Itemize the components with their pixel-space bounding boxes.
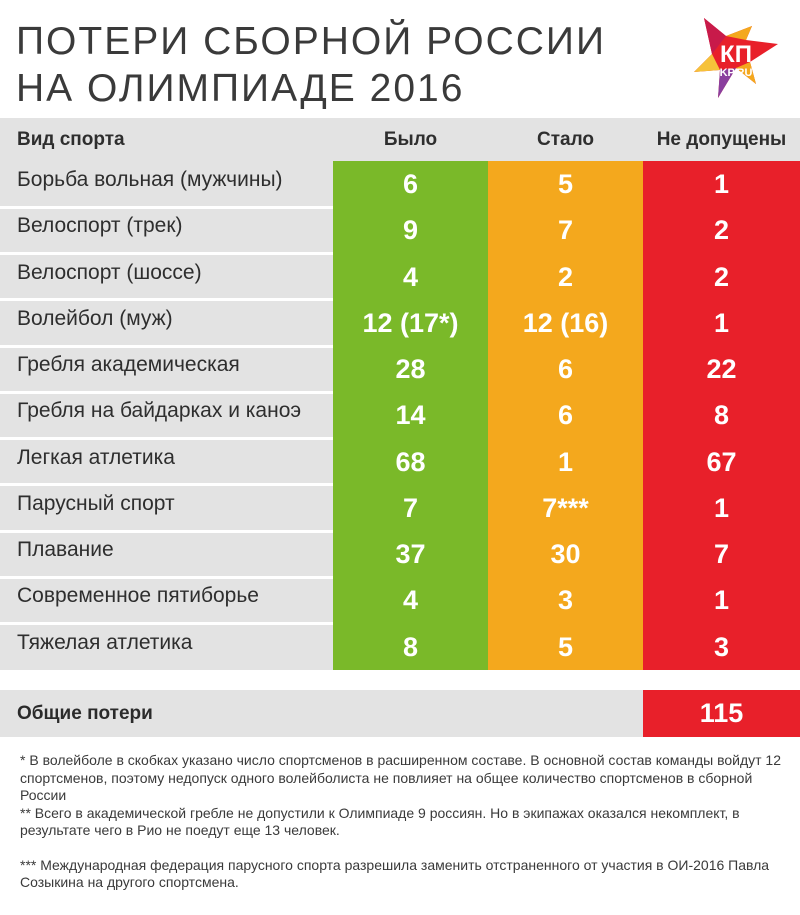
title-line-1: ПОТЕРИ СБОРНОЙ РОССИИ [16, 20, 606, 63]
value-banned: 2 [643, 253, 800, 300]
row-separator [0, 252, 333, 256]
header-banned: Не допущены [656, 129, 787, 150]
value-now: 7*** [488, 484, 643, 532]
row-separator [0, 575, 333, 579]
row-separator [0, 205, 333, 209]
row-separator [0, 529, 333, 533]
header-sport: Вид спорта [17, 129, 125, 150]
sport-name: Волейбол (муж) [0, 299, 333, 347]
value-was: 68 [333, 438, 488, 485]
value-banned: 1 [643, 484, 800, 532]
row-separator [0, 298, 333, 302]
value-was: 28 [333, 346, 488, 393]
sport-name: Гребля академическая [0, 346, 333, 393]
title-line-2: НА ОЛИМПИАДЕ 2016 [16, 67, 465, 110]
row-separator [0, 390, 333, 394]
value-now: 1 [488, 438, 643, 485]
value-banned: 3 [643, 623, 800, 670]
sport-name: Плавание [0, 531, 333, 578]
table-row: Волейбол (муж) 12 (17*) 12 (16) 1 [0, 298, 800, 347]
sport-name: Тяжелая атлетика [0, 623, 333, 670]
total-label: Общие потери [0, 690, 643, 737]
table-row: Борьба вольная (мужчины) 6 5 1 [0, 161, 800, 208]
table-row: Велоспорт (шоссе) 4 2 2 [0, 252, 800, 300]
value-banned: 22 [643, 346, 800, 393]
logo-text-kpru: KP.RU [720, 67, 753, 79]
header-now: Стало [536, 129, 595, 150]
value-was: 7 [333, 484, 488, 532]
table-row: Тяжелая атлетика 8 5 3 [0, 622, 800, 670]
table-row: Гребля академическая 28 6 22 [0, 344, 800, 393]
table-header: Вид спорта Было Стало Не допущены [0, 118, 800, 161]
value-banned: 1 [643, 299, 800, 347]
header-was: Было [383, 129, 438, 150]
value-banned: 1 [643, 577, 800, 624]
table-row: Велоспорт (трек) 9 7 2 [0, 205, 800, 254]
table-row: Современное пятиборье 4 3 1 [0, 575, 800, 624]
sport-name: Гребля на байдарках и каноэ [0, 392, 333, 439]
value-now: 6 [488, 346, 643, 393]
value-now: 5 [488, 623, 643, 670]
table-row: Гребля на байдарках и каноэ 14 6 8 [0, 390, 800, 439]
value-was: 14 [333, 392, 488, 439]
logo-text-kp: КП [720, 41, 752, 68]
value-banned: 7 [643, 531, 800, 578]
value-now: 2 [488, 253, 643, 300]
row-separator [0, 483, 333, 487]
table-row: Парусный спорт 7 7*** 1 [0, 483, 800, 532]
value-was: 9 [333, 207, 488, 254]
value-now: 30 [488, 531, 643, 578]
row-separator [0, 437, 333, 441]
footnote-volleyball: * В волейболе в скобках указано число сп… [20, 752, 781, 803]
sport-name: Легкая атлетика [0, 438, 333, 485]
value-was: 37 [333, 531, 488, 578]
table-row: Легкая атлетика 68 1 67 [0, 437, 800, 485]
table-row: Плавание 37 30 7 [0, 529, 800, 578]
total-value: 115 [643, 690, 800, 737]
kp-logo: КП KP.RU [694, 18, 778, 98]
value-now: 7 [488, 207, 643, 254]
value-banned: 1 [643, 161, 800, 208]
sport-name: Парусный спорт [0, 484, 333, 532]
value-banned: 67 [643, 438, 800, 485]
value-was: 4 [333, 253, 488, 300]
value-now: 5 [488, 161, 643, 208]
sport-name: Велоспорт (шоссе) [0, 253, 333, 300]
value-now: 12 (16) [488, 299, 643, 347]
row-separator [0, 622, 333, 626]
sport-name: Современное пятиборье [0, 577, 333, 624]
footnotes: * В волейболе в скобках указано число сп… [20, 752, 790, 892]
value-now: 3 [488, 577, 643, 624]
total-row: Общие потери 115 [0, 690, 800, 737]
sport-name: Борьба вольная (мужчины) [0, 161, 333, 208]
value-was: 12 (17*) [333, 299, 488, 347]
value-was: 6 [333, 161, 488, 208]
footnote-sailing: *** Международная федерация парусного сп… [20, 856, 770, 891]
page-title: ПОТЕРИ СБОРНОЙ РОССИИ НА ОЛИМПИАДЕ 2016 [16, 18, 606, 112]
value-was: 4 [333, 577, 488, 624]
value-banned: 2 [643, 207, 800, 254]
footnote-rowing: ** Всего в академической гребле не допус… [20, 804, 740, 839]
value-banned: 8 [643, 392, 800, 439]
row-separator [0, 344, 333, 348]
value-now: 6 [488, 392, 643, 439]
value-was: 8 [333, 623, 488, 670]
sport-name: Велоспорт (трек) [0, 207, 333, 254]
